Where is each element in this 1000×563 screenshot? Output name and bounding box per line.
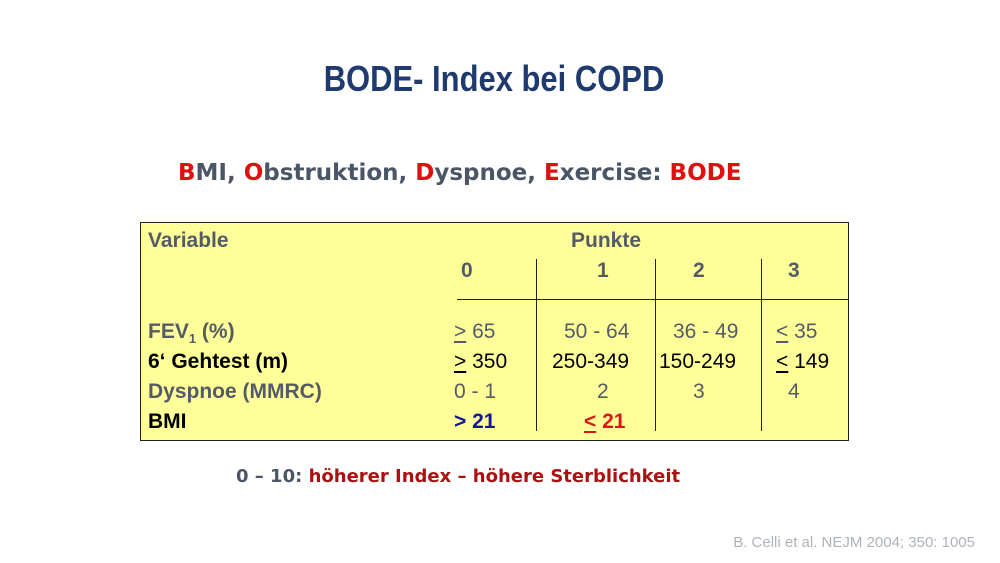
le-symbol: < [776,320,789,343]
header-variable: Variable [148,229,229,252]
row-fev1-score3: < 35 [776,320,817,344]
le-symbol: < [776,350,789,373]
row-dyspnoe-score3: 4 [788,380,800,403]
row-dyspnoe-score2: 3 [693,380,705,403]
slide-title: BODE- Index bei COPD [323,58,665,99]
letter-b: B [178,160,196,186]
letter-o: O [243,160,264,186]
letter-e: E [544,160,560,186]
row-gehtest-score3: < 149 [776,350,829,374]
column-divider-1 [536,259,537,431]
value: 35 [788,320,818,343]
row-dyspnoe-score0: 0 - 1 [454,380,497,403]
score-col-3: 3 [788,259,800,282]
header-divider [457,299,849,300]
letter-d: D [415,160,435,186]
word-obstruktion: bstruktion, [263,160,416,186]
score-col-2: 2 [693,259,705,282]
bode-subtitle: BMI, Obstruktion, Dyspnoe, Exercise: BOD… [178,160,741,186]
acronym-bode: BODE [669,160,742,186]
row-gehtest-score2: 150-249 [659,350,737,373]
word-dyspnoe: yspnoe, [434,160,545,186]
value: 65 [466,320,496,343]
row-dyspnoe-score1: 2 [597,380,609,403]
index-meaning: höherer Index – höhere Sterblichkeit [308,466,681,487]
word-exercise: xercise: [559,160,670,186]
index-interpretation: 0 – 10: höherer Index – höhere Sterblich… [236,466,680,487]
fev-subscript: 1 [188,331,197,346]
row-bmi-score1: < 21 [584,410,625,434]
column-divider-2 [655,259,656,431]
citation: B. Celli et al. NEJM 2004; 350: 1005 [733,534,975,551]
row-fev1-label: FEV1 (%) [148,320,235,346]
row-gehtest-label: 6‘ Gehtest (m) [148,350,289,373]
value: 149 [788,350,830,373]
row-fev1-score1: 50 - 64 [564,320,630,343]
word-bmi: MI, [195,160,244,186]
header-punkte: Punkte [571,229,642,252]
fev-unit: (%) [196,320,235,343]
fev-text: FEV [148,320,189,343]
column-divider-3 [761,259,762,431]
score-col-1: 1 [597,259,609,282]
index-range: 0 – 10: [236,466,309,487]
row-bmi-label: BMI [148,410,187,433]
row-dyspnoe-label: Dyspnoe (MMRC) [148,380,322,403]
ge-symbol: > [454,350,467,373]
row-bmi-score0: > 21 [454,410,496,433]
score-col-0: 0 [461,259,473,282]
row-gehtest-score1: 250-349 [552,350,630,373]
row-fev1-score2: 36 - 49 [673,320,739,343]
value: 350 [466,350,508,373]
le-symbol: < [584,410,597,433]
row-fev1-score0: > 65 [454,320,495,344]
ge-symbol: > [454,320,467,343]
row-gehtest-score0: > 350 [454,350,507,374]
value: 21 [596,410,626,433]
bode-table: Variable Punkte 0 1 2 3 FEV1 (%) > 65 50… [140,222,849,441]
